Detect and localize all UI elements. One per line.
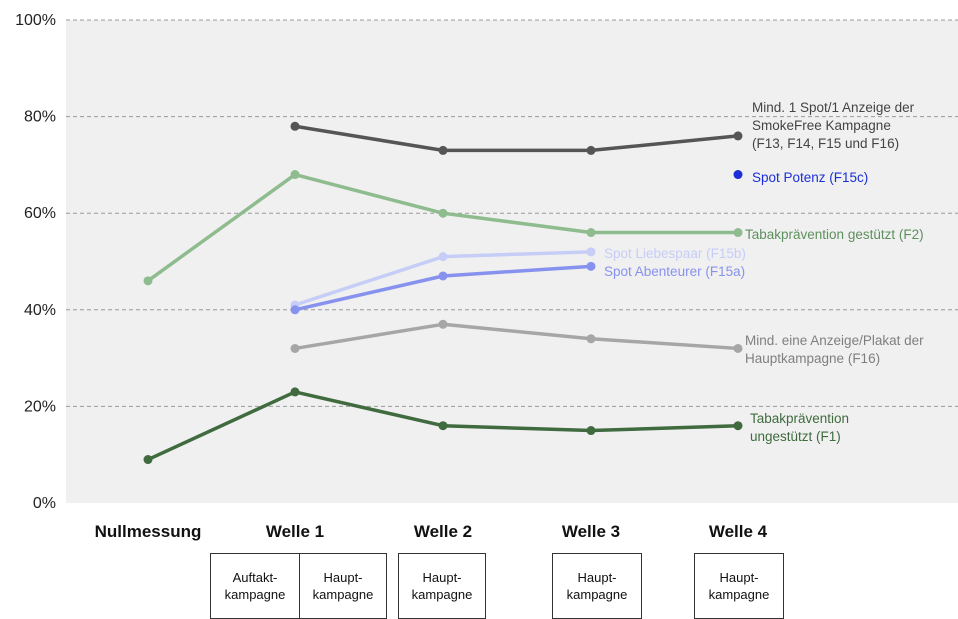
series-line [293, 322, 740, 351]
phase-box-auftakt: Auftakt-kampagne [210, 553, 300, 619]
plot-area [66, 20, 958, 503]
data-point [438, 421, 448, 431]
x-category-label: Nullmessung [95, 522, 202, 541]
data-point [733, 343, 743, 353]
data-point [143, 455, 153, 465]
data-point [438, 271, 448, 281]
series-label-line: Spot Potenz (F15c) [752, 170, 868, 185]
series-label-line: (F13, F14, F15 und F16) [752, 136, 899, 151]
data-point [290, 170, 300, 180]
data-point [290, 121, 300, 131]
data-point [733, 170, 743, 180]
x-category-label: Welle 4 [709, 522, 768, 541]
phase-box-line: Haupt- [719, 570, 759, 585]
series-label-line: Hauptkampagne (F16) [745, 351, 880, 366]
data-point [733, 228, 743, 238]
series-label: Tabakprävention ungestützt (F1) [750, 411, 849, 444]
data-point [586, 228, 596, 238]
series-label: Mind. 1 Spot/1 Anzeige der SmokeFree Kamp… [752, 100, 915, 151]
series-label: Spot Potenz (F15c) [752, 170, 868, 185]
x-category-label: Welle 2 [414, 522, 472, 541]
phase-box-line: Haupt- [422, 570, 462, 585]
series-label-line: Mind. eine Anzeige/Plakat der [745, 333, 924, 348]
phase-box-line: Haupt- [577, 570, 617, 585]
series-label-line: Spot Liebespaar (F15b) [604, 246, 746, 261]
y-tick-label: 60% [24, 205, 56, 222]
series-label-line: ungestützt (F1) [750, 429, 841, 444]
data-point [586, 145, 596, 155]
data-point [438, 145, 448, 155]
y-tick-label: 20% [24, 398, 56, 415]
data-point [290, 343, 300, 353]
data-point [143, 276, 153, 286]
phase-box-haupt-welle1: Haupt-kampagne [299, 553, 387, 619]
data-point [733, 421, 743, 431]
x-category-label: Welle 3 [562, 522, 620, 541]
series-label: Mind. eine Anzeige/Plakat der Hauptkampag… [745, 333, 924, 366]
data-point [438, 319, 448, 329]
series-line [293, 124, 740, 153]
phase-box-line: kampagne [224, 587, 286, 602]
phase-box-haupt-welle4: Haupt-kampagne [694, 553, 784, 619]
series-label: Spot Abenteurer (F15a) [604, 264, 745, 279]
y-tick-label: 40% [24, 302, 56, 319]
phase-box-haupt-welle3: Haupt-kampagne [552, 553, 642, 619]
y-tick-label: 100% [15, 12, 56, 29]
data-point [586, 247, 596, 257]
phase-box-haupt-welle2: Haupt-kampagne [398, 553, 486, 619]
data-point [586, 426, 596, 436]
data-point [586, 261, 596, 271]
series-label: Tabakprävention gestützt (F2) [745, 227, 924, 242]
series-label-line: SmokeFree Kampagne [752, 118, 891, 133]
data-point [733, 131, 743, 141]
data-point [290, 387, 300, 397]
x-category-label: Welle 1 [266, 522, 324, 541]
series-label-line: Tabakprävention [750, 411, 849, 426]
series-label-line: Mind. 1 Spot/1 Anzeige der [752, 100, 915, 115]
y-tick-label: 80% [24, 109, 56, 126]
phase-box-line: Auftakt- [232, 570, 278, 585]
data-point [438, 208, 448, 218]
phase-box-line: Haupt- [323, 570, 363, 585]
data-point [290, 305, 300, 315]
series-label-line: Spot Abenteurer (F15a) [604, 264, 745, 279]
y-tick-label: 0% [33, 495, 56, 512]
series-label: Spot Liebespaar (F15b) [604, 246, 746, 261]
phase-box-line: kampagne [312, 587, 374, 602]
data-point [586, 334, 596, 344]
phase-box-line: kampagne [411, 587, 473, 602]
data-point [438, 252, 448, 262]
phase-box-line: kampagne [708, 587, 770, 602]
phase-box-line: kampagne [566, 587, 628, 602]
series-label-line: Tabakprävention gestützt (F2) [745, 227, 924, 242]
